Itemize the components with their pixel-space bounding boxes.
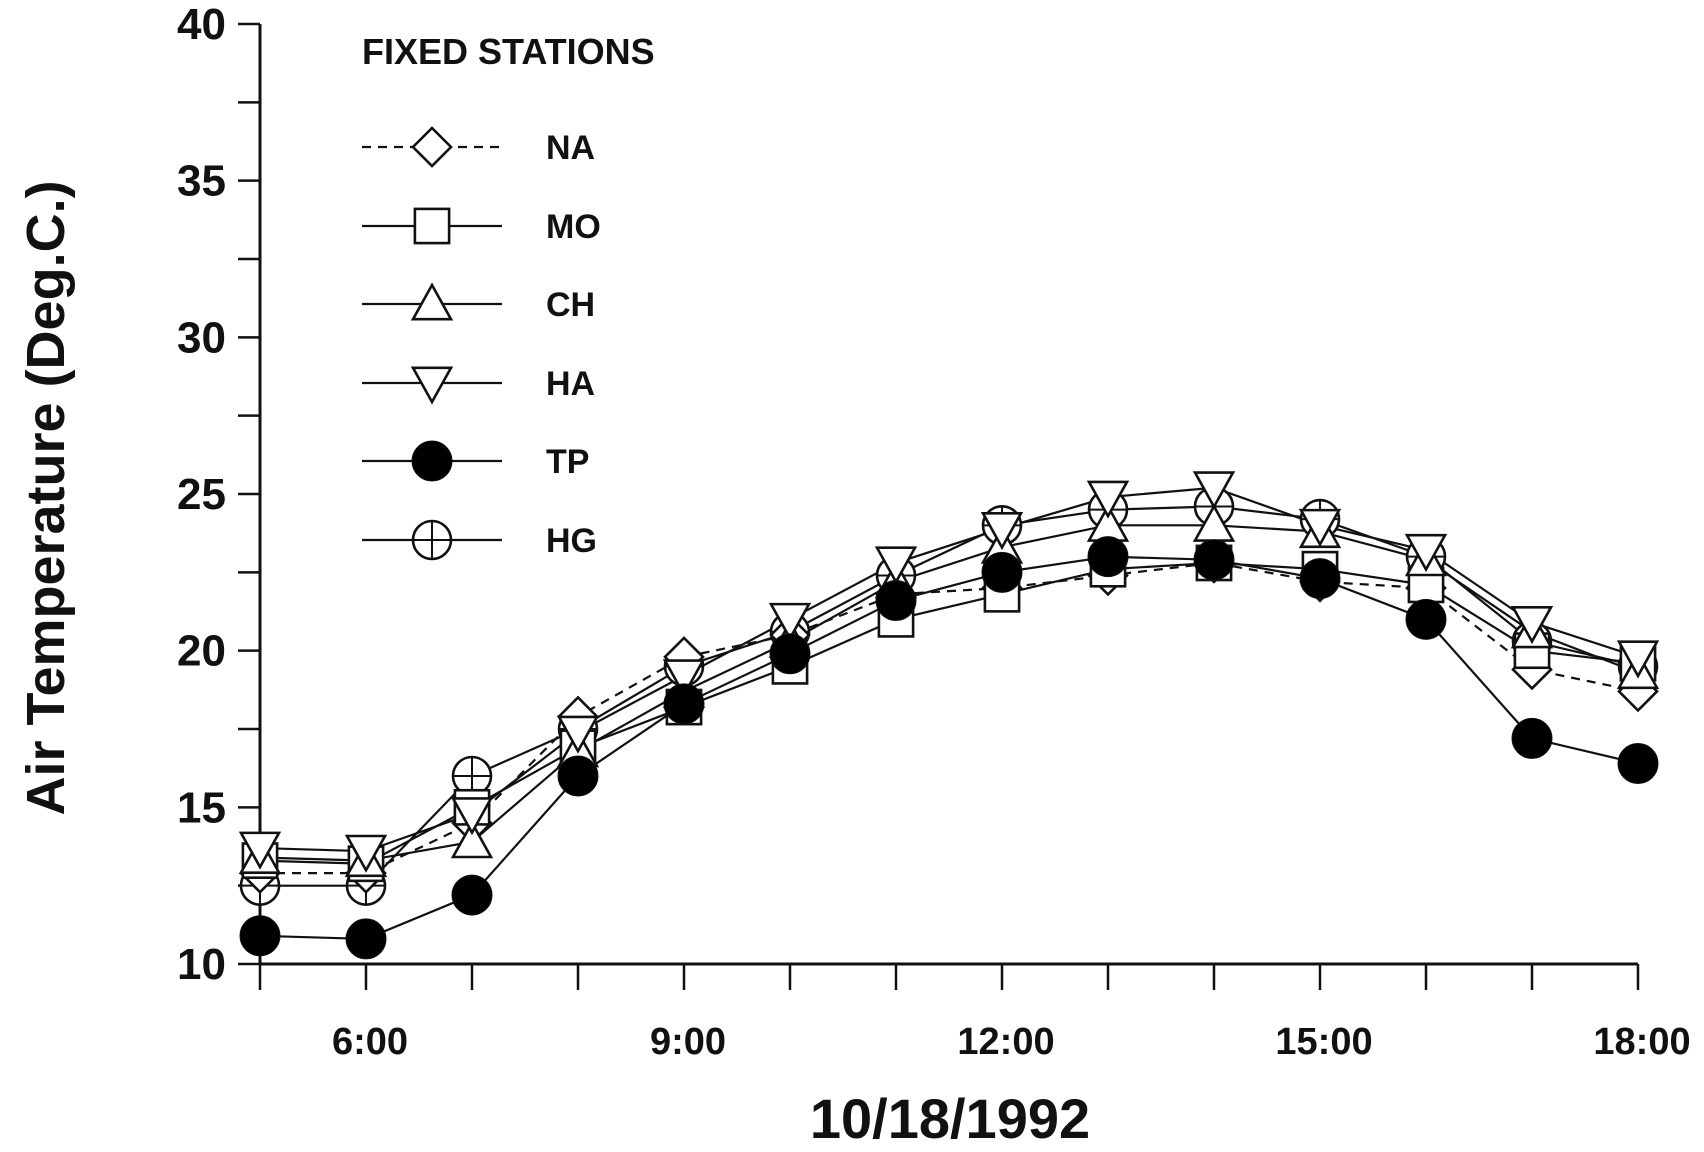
y-tick-label: 25 — [177, 470, 226, 519]
legend-marker-hg — [411, 519, 453, 561]
legend-item-na: NA — [362, 126, 595, 168]
legend-title: FIXED STATIONS — [362, 31, 655, 72]
y-axis-label: Air Temperature (Deg.C.) — [16, 180, 76, 815]
legend-marker-tp — [411, 440, 453, 482]
legend-label-hg: HG — [546, 522, 597, 560]
data-point-ha — [874, 546, 918, 585]
legend-marker-na — [411, 126, 453, 168]
data-point-ha — [1616, 640, 1660, 679]
data-point-tp — [345, 918, 387, 960]
y-tick-label: 40 — [177, 0, 226, 49]
y-tick-label: 20 — [177, 627, 226, 676]
data-point-ha — [344, 834, 388, 873]
data-point-ha — [768, 602, 812, 642]
data-point-ha — [980, 511, 1024, 551]
data-point-ha — [556, 715, 600, 754]
data-point-tp — [981, 551, 1023, 593]
x-tick-label: 15:00 — [1275, 1021, 1372, 1063]
legend-label-na: NA — [546, 129, 595, 167]
x-tick-label: 12:00 — [957, 1021, 1054, 1063]
data-point-tp — [557, 755, 599, 797]
x-tick-label: 6:00 — [332, 1021, 408, 1063]
x-tick-label: 18:00 — [1593, 1021, 1690, 1063]
legend-item-ha: HA — [362, 365, 595, 405]
legend-label-ch: CH — [546, 286, 595, 324]
data-point-ha — [450, 797, 494, 836]
legend-label-mo: MO — [546, 208, 601, 246]
data-point-tp — [875, 580, 917, 622]
legend-item-hg: HG — [362, 519, 597, 561]
data-point-tp — [1617, 742, 1659, 784]
legend-label-tp: TP — [546, 443, 589, 481]
data-point-tp — [769, 633, 811, 675]
data-point-tp — [1405, 598, 1447, 640]
data-point-ha — [1404, 533, 1448, 573]
legend-label-ha: HA — [546, 365, 595, 403]
data-point-ha — [1192, 471, 1236, 510]
data-point-tp — [1087, 536, 1129, 578]
data-point-ha — [238, 831, 282, 870]
legend-item-tp: TP — [362, 440, 589, 482]
data-point-tp — [663, 683, 705, 725]
y-tick-label: 10 — [177, 940, 226, 989]
data-point-ha — [662, 659, 706, 698]
y-tick-label: 35 — [177, 157, 226, 206]
data-point-ch — [450, 820, 494, 859]
data-point-tp — [1193, 539, 1235, 581]
data-point-tp — [1299, 558, 1341, 600]
data-point-tp — [1511, 717, 1553, 759]
series-markers — [238, 471, 1660, 960]
data-point-ha — [1510, 605, 1554, 645]
legend-item-ch: CH — [362, 282, 595, 324]
axes: 10 15 20 25 30 35 40 6:00 9:00 12:00 15:00 18:00 — [177, 0, 1691, 1063]
legend: FIXED STATIONS NA MO CH HA TP HG — [362, 31, 655, 561]
y-tick-label: 15 — [177, 783, 226, 832]
legend-marker-mo — [413, 207, 451, 245]
y-tick-label: 30 — [177, 313, 226, 362]
data-point-tp — [451, 874, 493, 916]
data-point-ha — [1298, 508, 1342, 548]
data-point-ha — [1086, 480, 1130, 519]
legend-marker-ch — [410, 282, 454, 321]
data-point-tp — [239, 915, 281, 957]
legend-item-mo: MO — [362, 207, 601, 246]
legend-marker-ha — [410, 366, 454, 405]
x-axis-label: 10/18/1992 — [810, 1087, 1090, 1147]
x-tick-label: 9:00 — [650, 1021, 726, 1063]
